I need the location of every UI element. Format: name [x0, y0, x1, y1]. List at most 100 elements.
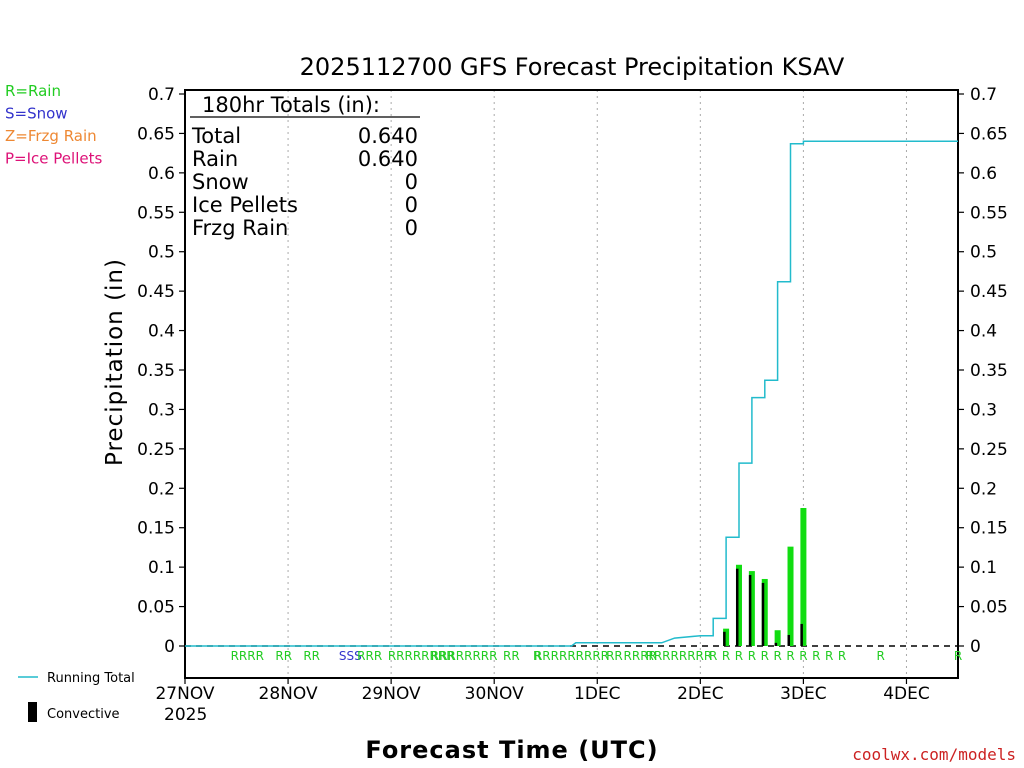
x-axis: 27NOV 28NOV 29NOV 30NOV 1DEC 2DEC 3DEC 4DEC: [155, 678, 930, 704]
convective-bar: [748, 575, 752, 646]
precip-type-marker: R: [786, 649, 794, 663]
y-tick-label-right: 0.6: [970, 164, 997, 184]
precip-bar: [800, 508, 807, 646]
convective-bar: [735, 568, 739, 646]
y-tick-label-left: 0.7: [148, 85, 175, 105]
y-tick-label-left: 0.6: [148, 164, 175, 184]
y-tick-label-right: 0: [970, 637, 981, 657]
credit-text: coolwx.com/models: [852, 745, 1016, 764]
y-tick-label-left: 0.15: [137, 519, 175, 539]
y-tick-label-left: 0.55: [137, 203, 175, 223]
precip-type-marker: RRRRRRRR: [431, 649, 498, 663]
x-tick-label: 4DEC: [883, 684, 930, 704]
precip-type-marker: R: [709, 649, 717, 663]
precip-type-marker: RRRR: [231, 649, 264, 663]
totals-box: 180hr Totals (in): Total 0.640 Rain 0.640 Sn…: [190, 93, 420, 240]
precip-type-marker: RRR: [357, 649, 382, 663]
y-tick-label-left: 0.25: [137, 440, 175, 460]
precip-bar: [735, 564, 742, 646]
convective-bar: [761, 582, 765, 646]
totals-rows: Total 0.640 Rain 0.640 Snow 0 Ice Pellets 0 Frzg…: [191, 124, 418, 240]
precip-type-marker: SSS: [339, 649, 362, 663]
precip-type-marker: R: [812, 649, 820, 663]
precip-type-marker: R: [825, 649, 833, 663]
totals-row-label: Rain: [192, 147, 238, 171]
precip-type-marker: RRRRRRRR: [646, 649, 713, 663]
precip-bar: [787, 546, 794, 646]
x-tick-label: 29NOV: [362, 684, 421, 704]
totals-row-label: Frzg Rain: [192, 216, 288, 240]
y-tick-label-left: 0.35: [137, 361, 175, 381]
convective-bar: [800, 623, 803, 646]
precip-type-marker: RR: [606, 649, 623, 663]
y-tick-label-left: 0.2: [148, 479, 175, 499]
y-tick-label-right: 0.35: [970, 361, 1008, 381]
precip-type-marker: R: [722, 649, 730, 663]
precip-type-marker: R: [748, 649, 756, 663]
precip-type-marker: R: [773, 649, 781, 663]
totals-row-label: Total: [191, 124, 241, 148]
y-tick-label-right: 0.45: [970, 282, 1008, 302]
grid-lines: [287, 90, 907, 678]
convective-legend-label: Convective: [47, 707, 120, 722]
precip-type-marker: RR: [275, 649, 292, 663]
precip-bar: [723, 628, 730, 646]
y-tick-label-right: 0.5: [970, 243, 997, 263]
y-tick-label-right: 0.25: [970, 440, 1008, 460]
precip-bar: [774, 630, 781, 646]
totals-row-value: 0: [405, 193, 418, 217]
totals-row-value: 0: [405, 170, 418, 194]
type-legend-entry: R=Rain: [5, 82, 61, 100]
y-tick-label-left: 0.65: [137, 124, 175, 144]
convective-bar: [787, 634, 791, 646]
y-tick-label-left: 0: [164, 637, 175, 657]
y-tick-label-right: 0.05: [970, 598, 1008, 618]
precip-type-marker: R: [533, 649, 541, 663]
y-tick-label-right: 0.2: [970, 479, 997, 499]
y-axis-label: Precipitation (in): [102, 258, 128, 466]
y-tick-label-left: 0.3: [148, 400, 175, 420]
precip-type-marker: R: [735, 649, 743, 663]
y-tick-label-right: 0.15: [970, 519, 1008, 539]
convective-bar: [774, 642, 778, 646]
running-total-line: [185, 140, 958, 647]
y-tick-label-left: 0.05: [137, 598, 175, 618]
series-legend: Running Total Convective: [18, 671, 135, 722]
y-axis-left: 0 0.05 0.1 0.15 0.2 0.25 0.3 0.35 0.4 0.45 0.5 0.55…: [137, 85, 185, 657]
running-total-legend-label: Running Total: [47, 671, 135, 686]
x-tick-label: 1DEC: [574, 684, 621, 704]
totals-header: 180hr Totals (in):: [202, 93, 380, 117]
y-tick-label-left: 0.5: [148, 243, 175, 263]
plot-frame: [184, 89, 959, 679]
precip-type-marker: R: [877, 649, 885, 663]
precip-type-marker: RR: [503, 649, 520, 663]
y-tick-label-right: 0.7: [970, 85, 997, 105]
x-tick-label: 28NOV: [259, 684, 318, 704]
x-tick-label: 2DEC: [677, 684, 724, 704]
x-tick-label: 3DEC: [780, 684, 827, 704]
precip-type-marker: RR: [303, 649, 320, 663]
precip-type-marker: R: [838, 649, 846, 663]
totals-row-label: Snow: [192, 170, 249, 194]
x-tick-label: 27NOV: [155, 684, 214, 704]
type-legend-entry: S=Snow: [5, 105, 68, 123]
y-tick-label-left: 0.1: [148, 558, 175, 578]
y-axis-right: 0 0.05 0.1 0.15 0.2 0.25 0.3 0.35 0.4 0.45 0.5 0.55…: [958, 85, 1008, 657]
y-tick-label-right: 0.3: [970, 400, 997, 420]
y-tick-label-right: 0.55: [970, 203, 1008, 223]
precip-type-marker: RRRRRRRRR: [534, 649, 609, 663]
precip-type-marker: RRRR: [624, 649, 657, 663]
precip-type-marker: RRRRRRRR: [388, 649, 455, 663]
precip-bar: [748, 571, 755, 646]
convective-bar: [723, 631, 726, 646]
totals-row-label: Ice Pellets: [192, 193, 298, 217]
type-legend-entry: Z=Frzg Rain: [5, 127, 97, 145]
x-tick-label: 30NOV: [465, 684, 524, 704]
precip-type-marker: R: [954, 649, 962, 663]
x-axis-label: Forecast Time (UTC): [365, 736, 658, 764]
precip-type-legend: R=Rain S=Snow Z=Frzg Rain P=Ice Pellets: [5, 82, 102, 168]
y-tick-label-left: 0.4: [148, 322, 175, 342]
type-legend-entry: P=Ice Pellets: [5, 150, 102, 168]
